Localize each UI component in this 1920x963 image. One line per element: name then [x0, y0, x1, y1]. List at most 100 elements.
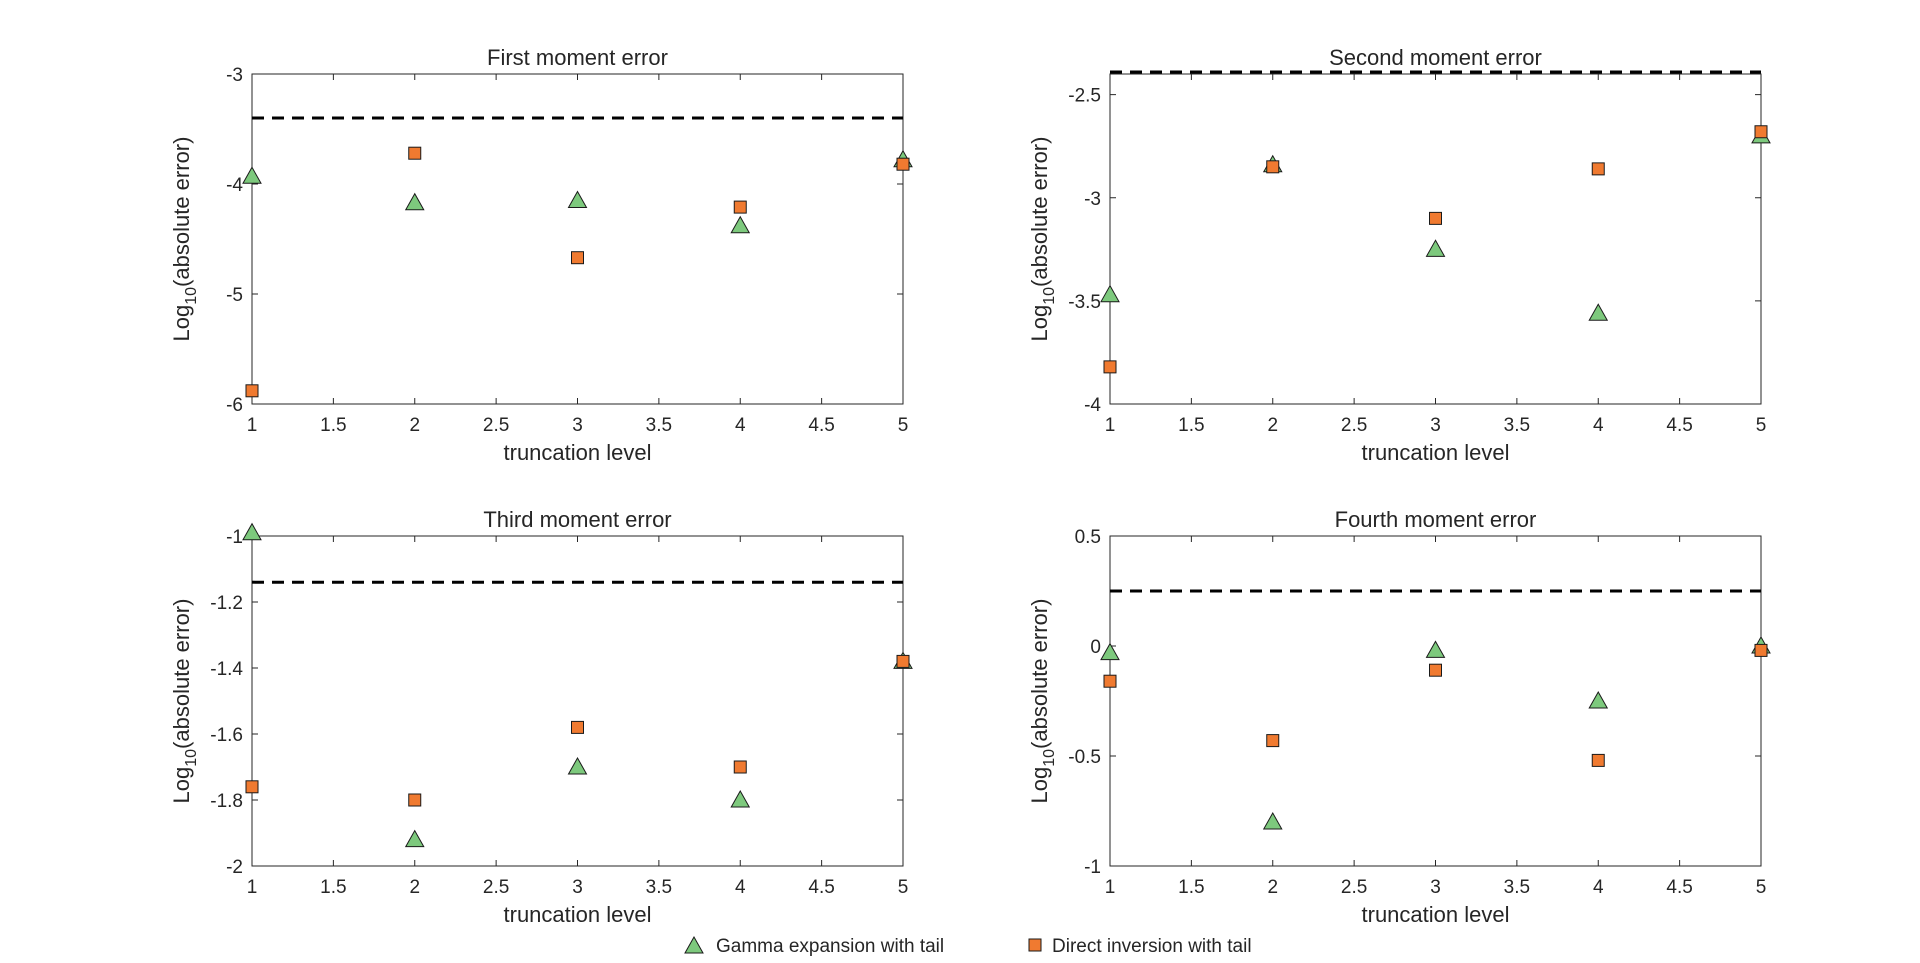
fourth-x-axis-label: truncation level: [1362, 902, 1510, 927]
third-direct-point: [245, 780, 259, 794]
fourth-title: Fourth moment error: [1335, 507, 1537, 532]
third-x-tick-label: 5: [898, 877, 909, 898]
second-direct-point: [1103, 360, 1117, 374]
second-x-tick-label: 1: [1105, 415, 1116, 436]
first-axes-box: [251, 73, 904, 405]
first-y-axis-label-base: Log: [169, 305, 194, 342]
third-y-axis-label-rest: (absolute error): [169, 599, 194, 749]
first-gamma-point: [730, 215, 751, 234]
third-y-axis-label-sub: 10: [183, 749, 200, 767]
third-direct-point: [571, 720, 584, 734]
first-title: First moment error: [487, 45, 668, 70]
second-direct-point: [1429, 211, 1442, 225]
second-gamma-point: [1425, 239, 1446, 257]
subplot-fourth-moment: 1 1.5 2 2.5 3 3.5 4 4.5 5 -1 -0.5 0 0.5 Fourth moment…: [1027, 507, 1771, 927]
fourth-x-tick-label: 1: [1105, 877, 1116, 898]
second-y-axis-label-rest: (absolute error): [1027, 137, 1052, 287]
first-x-axis-label: truncation level: [504, 440, 652, 465]
fourth-y-tick-label: 0.5: [1075, 527, 1101, 548]
first-y-tick-label: -5: [226, 285, 243, 306]
second-x-tick-label: 5: [1756, 415, 1767, 436]
subplot-first-moment: 1 1.5 2 2.5 3 3.5 4 4.5 5 -6 -5 -4 -3 First moment er…: [169, 45, 913, 465]
fourth-x-tick-label: 1.5: [1178, 877, 1204, 898]
legend-triangle-icon: [684, 935, 704, 954]
second-x-tick-label: 2.5: [1341, 415, 1367, 436]
first-direct-point: [733, 200, 747, 214]
third-x-tick-label: 2.5: [483, 877, 509, 898]
second-gamma-point: [1100, 284, 1120, 303]
fourth-x-tick-label: 3.5: [1504, 877, 1530, 898]
first-direct-point: [245, 384, 259, 398]
fourth-gamma-point: [1100, 642, 1120, 661]
subplot-third-moment: 1 1.5 2 2.5 3 3.5 4 4.5 5 -2 -1.8 -1.6 -1.4 -1.2 -1 Thi…: [169, 507, 913, 927]
first-direct-point: [896, 157, 910, 171]
first-x-tick-label: 2: [409, 415, 420, 436]
third-x-tick-label: 4: [735, 877, 746, 898]
second-y-tick-label: -3.5: [1068, 292, 1101, 313]
third-x-tick-label: 1: [247, 877, 258, 898]
first-direct-point: [571, 251, 584, 265]
second-x-tick-label: 4.5: [1666, 415, 1692, 436]
second-x-tick-label: 4: [1593, 415, 1604, 436]
legend-label-gamma: Gamma expansion with tail: [716, 936, 944, 957]
first-x-tick-label: 2.5: [483, 415, 509, 436]
second-direct-point: [1591, 162, 1605, 176]
fourth-y-tick-label: -1: [1084, 857, 1101, 878]
third-gamma-point: [730, 789, 751, 808]
fourth-x-tick-label: 4.5: [1666, 877, 1692, 898]
second-x-tick-label: 1.5: [1178, 415, 1204, 436]
second-y-tick-label: -2.5: [1068, 86, 1101, 107]
second-x-tick-label: 3: [1430, 415, 1441, 436]
third-direct-point: [896, 654, 910, 668]
fourth-direct-point: [1266, 734, 1280, 748]
fourth-direct-point: [1429, 663, 1442, 677]
legend-square-icon: [1028, 938, 1042, 952]
fourth-direct-point: [1591, 753, 1605, 767]
second-axes-box: [1109, 73, 1762, 405]
second-x-tick-label: 2: [1267, 415, 1278, 436]
third-y-tick-label: -1.6: [210, 725, 243, 746]
third-title: Third moment error: [483, 507, 671, 532]
third-y-tick-label: -1.8: [210, 791, 243, 812]
third-direct-point: [408, 793, 422, 807]
fourth-x-tick-label: 3: [1430, 877, 1441, 898]
fourth-y-axis-label-base: Log: [1027, 767, 1052, 804]
first-x-tick-label: 1: [247, 415, 258, 436]
first-x-tick-label: 3.5: [646, 415, 672, 436]
fourth-axes-box: [1109, 535, 1762, 867]
fourth-x-tick-label: 2: [1267, 877, 1278, 898]
first-x-tick-label: 4.5: [808, 415, 834, 436]
third-x-tick-label: 3.5: [646, 877, 672, 898]
third-direct-point: [733, 760, 747, 774]
legend: Gamma expansion with tail Direct inversi…: [684, 935, 1252, 957]
fourth-direct-point: [1103, 674, 1117, 688]
second-x-axis-label: truncation level: [1362, 440, 1510, 465]
fourth-x-tick-label: 4: [1593, 877, 1604, 898]
fourth-direct-point: [1754, 643, 1768, 657]
first-gamma-point: [242, 166, 262, 184]
first-y-tick-label: -6: [226, 395, 243, 416]
fourth-gamma-point: [1588, 690, 1609, 709]
second-y-tick-label: -3: [1084, 189, 1101, 210]
fourth-x-tick-label: 5: [1756, 877, 1767, 898]
fourth-gamma-point: [1262, 811, 1283, 830]
fourth-x-tick-label: 2.5: [1341, 877, 1367, 898]
second-gamma-point: [1588, 303, 1609, 321]
second-direct-point: [1266, 160, 1280, 174]
subplot-second-moment: 1 1.5 2 2.5 3 3.5 4 4.5 5 -4 -3.5 -3 -2.5 Second mome…: [1027, 45, 1771, 465]
third-y-tick-label: -1.2: [210, 593, 243, 614]
third-y-tick-label: -1.4: [210, 659, 243, 680]
legend-label-direct: Direct inversion with tail: [1052, 936, 1252, 957]
first-x-tick-label: 4: [735, 415, 746, 436]
fourth-y-tick-label: -0.5: [1068, 747, 1101, 768]
third-y-axis-label: Log10(absolute error): [169, 599, 200, 804]
fourth-y-tick-label: 0: [1090, 637, 1101, 658]
first-x-tick-label: 5: [898, 415, 909, 436]
third-x-tick-label: 2: [409, 877, 420, 898]
second-x-tick-label: 3.5: [1504, 415, 1530, 436]
third-gamma-point: [242, 522, 262, 541]
second-y-tick-label: -4: [1084, 395, 1101, 416]
second-direct-point: [1754, 125, 1768, 139]
fourth-y-axis-label-rest: (absolute error): [1027, 599, 1052, 749]
